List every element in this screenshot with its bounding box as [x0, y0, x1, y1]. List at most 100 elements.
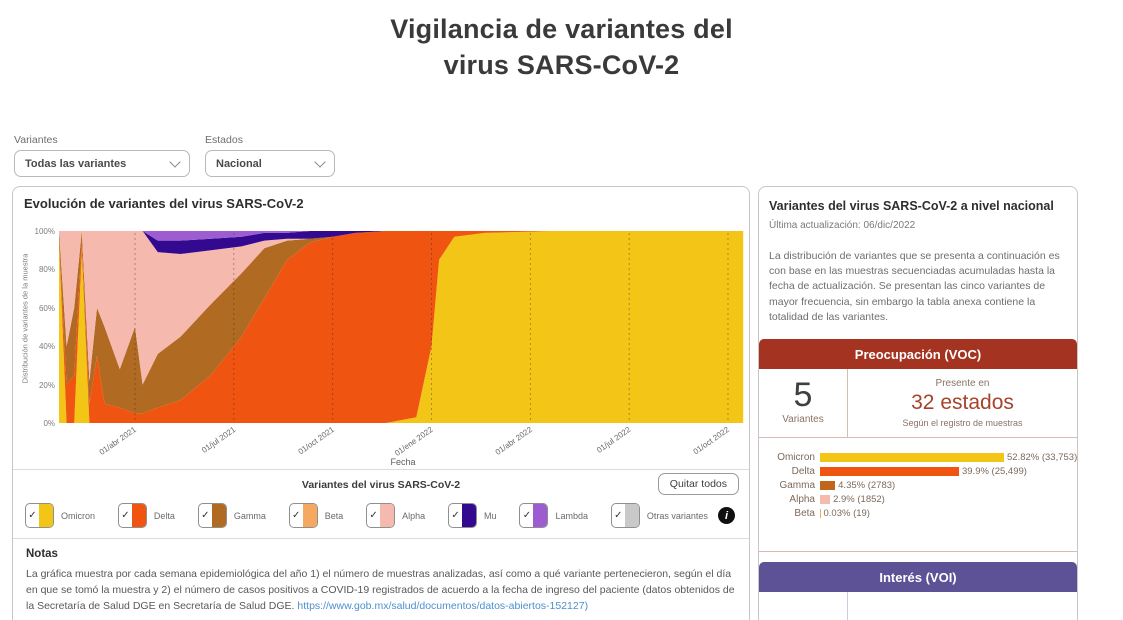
legend-item-lambda: ✓ Lambda [519, 503, 588, 528]
voc-bar-value: 39.9% (25,499) [961, 466, 1027, 478]
page-title-line1: Vigilancia de variantes del [390, 14, 733, 44]
legend-label: Alpha [402, 510, 426, 521]
voc-bar-value: 52.82% (33,753) [1007, 452, 1078, 464]
area-series-alpha [59, 231, 744, 385]
voc-bar-row-delta: Delta 39.9% (25,499) [763, 465, 1073, 478]
legend-checkbox-omicron[interactable]: ✓ [25, 503, 54, 528]
y-tick: 80% [38, 265, 55, 275]
clear-all-button[interactable]: Quitar todos [657, 473, 739, 495]
states-dropdown[interactable]: Nacional [205, 150, 335, 177]
open-data-link[interactable]: https://www.gob.mx/salud/documentos/dato… [297, 599, 589, 612]
voc-bar-fill [820, 495, 831, 505]
legend-checkbox-otras-variantes[interactable]: ✓ [610, 503, 640, 528]
info-icon[interactable]: i [718, 507, 735, 524]
voc-bar-fill [820, 481, 836, 491]
legend-checkbox-gamma[interactable]: ✓ [197, 503, 227, 528]
color-swatch [131, 504, 146, 527]
legend-label: Otras variantes [646, 510, 708, 521]
area-series-lambda [59, 231, 744, 241]
page-title-line2: virus SARS-CoV-2 [443, 49, 680, 80]
color-swatch [302, 504, 317, 527]
x-tick: 01/abr 2022 [493, 425, 534, 457]
legend-label: Omicron [61, 510, 96, 521]
voc-bar-row-gamma: Gamma 4.35% (2783) [763, 479, 1073, 492]
x-tick: 01/jul 2021 [199, 425, 238, 455]
variants-dropdown[interactable]: Todas las variantes [14, 150, 190, 177]
legend-item-omicron: ✓ Omicron [25, 503, 95, 528]
y-axis-label: Distribución de variantes de la muestra [20, 253, 30, 384]
legend-checkbox-alpha[interactable]: ✓ [366, 503, 396, 528]
area-series-omicron [59, 231, 744, 423]
legend-item-gamma: ✓ Gamma [197, 503, 266, 528]
check-icon: ✓ [292, 510, 301, 521]
y-tick: 40% [38, 342, 55, 352]
color-swatch [624, 504, 639, 527]
x-axis-label: Fecha [390, 457, 416, 467]
legend-item-beta: ✓ Beta [288, 503, 344, 528]
x-tick: 01/ene 2022 [393, 425, 435, 458]
voc-bar-row-beta: Beta 0.03% (19) [763, 507, 1073, 520]
page-title: Vigilancia de variantes del virus SARS-C… [0, 12, 1123, 83]
voc-bars: Omicron 52.82% (33,753) Delta 39.9% (25,499… [759, 438, 1077, 553]
states-dropdown-value: Nacional [216, 157, 262, 170]
summary-title: Variantes del virus SARS-CoV-2 a nivel n… [769, 199, 1054, 213]
legend-title: Variantes del virus SARS-CoV-2 [301, 479, 461, 491]
check-icon: ✓ [614, 510, 623, 521]
divider [13, 538, 749, 539]
voc-bar-label: Delta [791, 466, 815, 478]
check-icon: ✓ [369, 510, 378, 521]
legend-item-otras-variantes: ✓ Otras variantes [610, 503, 708, 528]
voc-present-cell: Presente en 32 estados Según el registro… [848, 369, 1077, 437]
voc-bar-row-alpha: Alpha 2.9% (1852) [763, 493, 1073, 506]
voc-present-value: 32 estados [911, 391, 1014, 415]
voc-bar-label: Omicron [777, 452, 815, 464]
legend-label: Mu [484, 510, 497, 521]
voc-section-header: Preocupación (VOC) [759, 339, 1077, 370]
legend-items: ✓ Omicron ✓ Delta ✓ Gamma ✓ Beta ✓ Alpha ✓ Mu ✓ Lambd… [25, 503, 708, 528]
chart-title: Evolución de variantes del virus SARS-Co… [24, 196, 304, 211]
last-updated: Última actualización: 06/dic/2022 [769, 220, 916, 231]
check-icon: ✓ [451, 510, 460, 521]
area-series-mu [59, 231, 744, 254]
states-filter-group: Estados Nacional [205, 134, 335, 177]
evolution-chart-card: Evolución de variantes del virus SARS-Co… [12, 186, 750, 620]
color-swatch [380, 504, 395, 527]
voc-stats-row: 5 Variantes Presente en 32 estados Según… [759, 369, 1077, 439]
voc-bar-row-omicron: Omicron 52.82% (33,753) [763, 451, 1077, 464]
area-series-gamma [59, 231, 744, 414]
variants-dropdown-value: Todas las variantes [25, 157, 127, 170]
voc-bar-label: Beta [794, 508, 815, 520]
legend-item-alpha: ✓ Alpha [366, 503, 425, 528]
voc-bar-fill [820, 453, 1004, 463]
voc-bar-value: 4.35% (2783) [838, 480, 896, 492]
notes-section: Notas La gráfica muestra por cada semana… [13, 539, 749, 614]
voi-stats-row-partial [759, 592, 1077, 620]
legend-checkbox-mu[interactable]: ✓ [448, 503, 478, 528]
voi-variant-count-cell [759, 592, 848, 620]
legend-item-mu: ✓ Mu [448, 503, 497, 528]
legend-label: Delta [153, 510, 175, 521]
voc-bar-fill [820, 509, 821, 519]
color-swatch [39, 504, 53, 527]
check-icon: ✓ [121, 510, 130, 521]
chevron-down-icon [169, 155, 181, 168]
voc-variant-count-cell: 5 Variantes [759, 369, 848, 438]
voc-bar-value: 0.03% (19) [823, 508, 870, 520]
legend-checkbox-delta[interactable]: ✓ [117, 503, 147, 528]
color-swatch [211, 504, 226, 527]
divider [13, 469, 749, 470]
x-tick: 01/abr 2021 [98, 425, 139, 457]
voc-variant-count: 5 [793, 376, 813, 415]
legend-item-delta: ✓ Delta [117, 503, 175, 528]
voc-present-note: Según el registro de muestras [902, 418, 1023, 429]
variant-area-chart [59, 231, 744, 423]
legend-label: Beta [324, 510, 344, 521]
chevron-down-icon [314, 155, 326, 168]
legend-checkbox-lambda[interactable]: ✓ [519, 503, 549, 528]
voc-present-prefix: Presente en [935, 378, 990, 390]
voc-bar-label: Gamma [779, 480, 815, 492]
legend-checkbox-beta[interactable]: ✓ [288, 503, 318, 528]
notes-text: La gráfica muestra por cada semana epide… [26, 567, 736, 614]
filters-bar: Variantes Todas las variantes Estados Na… [14, 134, 335, 177]
y-tick: 100% [34, 227, 55, 236]
